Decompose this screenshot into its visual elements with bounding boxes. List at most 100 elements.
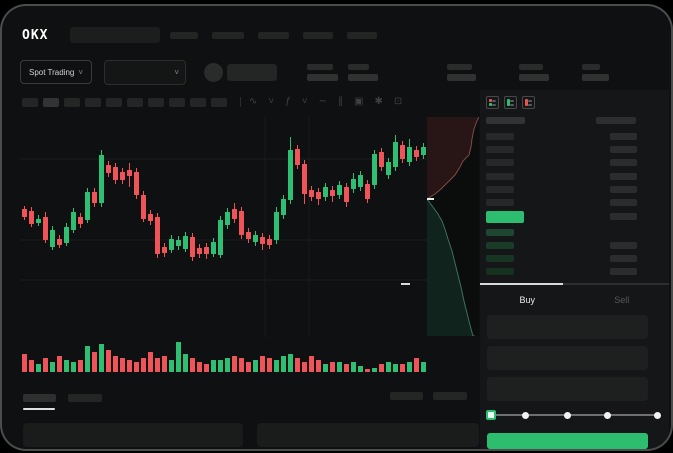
timeframe-button[interactable] [43, 97, 59, 107]
ob-header-price-placeholder [486, 117, 525, 124]
draw-tools-icon[interactable]: ∥ [338, 96, 344, 107]
candle [197, 248, 202, 254]
volume-bar [281, 356, 286, 372]
slider-stop[interactable] [563, 412, 571, 419]
timeframe-button[interactable] [211, 97, 227, 107]
book-sells-icon[interactable] [522, 96, 535, 109]
fullscreen-icon[interactable]: ⊡ [393, 96, 403, 107]
candle [190, 237, 195, 257]
tab-sell[interactable]: Sell [614, 295, 630, 305]
stat-value-placeholder [348, 73, 379, 81]
line-tool-icon[interactable]: ∼ [318, 96, 328, 107]
nav-item-placeholder[interactable] [258, 31, 289, 39]
candlestick-chart[interactable] [20, 117, 427, 337]
volume-bar [64, 360, 69, 372]
chart-toolbar: ∿ ˅ ƒ ˅ ∼ ∥ ▣ ✱ ⊡ [22, 94, 665, 110]
coin-avatar [204, 62, 224, 82]
volume-bar [141, 358, 146, 372]
candle [281, 199, 286, 215]
ask-amount-placeholder [610, 133, 637, 140]
bottom-action-placeholder[interactable] [433, 392, 467, 400]
timeframe-button[interactable] [148, 97, 164, 107]
candle [148, 214, 153, 221]
stat-label-placeholder [519, 63, 544, 70]
timeframe-button[interactable] [64, 97, 80, 107]
candle [274, 212, 279, 240]
order-book-panel: Buy Sell [480, 90, 669, 449]
candle [218, 220, 223, 255]
nav-item-placeholder[interactable] [303, 31, 333, 39]
bid-price-placeholder[interactable] [486, 229, 514, 236]
trade-input-placeholder[interactable] [487, 377, 648, 401]
volume-bar [134, 362, 139, 372]
bid-amount-placeholder [610, 268, 637, 275]
price-marker [401, 283, 410, 285]
slider-stop[interactable] [603, 412, 611, 419]
pair-selector[interactable]: ˅ [104, 59, 187, 85]
candle-style-icon[interactable]: ∿ [249, 96, 258, 107]
indicators-icon[interactable]: ƒ [285, 96, 291, 107]
app-window: OKX Spot Trading ˅ ˅ ∿ ˅ ƒ ˅ ∼ ∥ ▣ ✱ ⊡ Buy [0, 4, 673, 451]
bottom-tab[interactable] [23, 394, 56, 402]
bid-price-placeholder[interactable] [486, 255, 514, 262]
trade-input-placeholder[interactable] [487, 315, 648, 339]
book-combined-icon[interactable] [486, 96, 499, 109]
nav-item-placeholder[interactable] [347, 31, 377, 39]
volume-bar [148, 352, 153, 372]
volume-chart[interactable] [20, 341, 427, 372]
candle [57, 239, 62, 245]
ask-price-placeholder[interactable] [486, 133, 514, 140]
market-type-label: Spot Trading [29, 67, 75, 77]
last-price-bar[interactable] [486, 211, 524, 223]
green-bar [507, 99, 510, 106]
tab-buy[interactable]: Buy [519, 295, 535, 305]
candle [393, 142, 398, 167]
slider-handle[interactable] [486, 410, 496, 420]
bottom-action-placeholder[interactable] [390, 392, 423, 400]
bids-depth-area [427, 199, 475, 336]
timeframe-button[interactable] [106, 97, 122, 107]
ask-price-placeholder[interactable] [486, 173, 514, 180]
candle [183, 236, 188, 249]
bid-price-placeholder[interactable] [486, 268, 514, 275]
ob-header-amount-placeholder [596, 117, 636, 124]
bottom-panel [23, 423, 243, 447]
bids-depth-line [427, 198, 475, 336]
candle [386, 162, 391, 175]
candle [50, 230, 55, 247]
slider-stop[interactable] [521, 412, 529, 419]
candle [106, 165, 111, 173]
volume-bar [302, 362, 307, 372]
timeframe-button[interactable] [169, 97, 185, 107]
slider-stop[interactable] [653, 412, 661, 419]
row-dash [528, 104, 532, 106]
timeframe-button[interactable] [190, 97, 206, 107]
nav-item-placeholder[interactable] [212, 31, 244, 39]
ask-price-placeholder[interactable] [486, 199, 514, 206]
red-chip [489, 99, 492, 102]
timeframe-button[interactable] [127, 97, 143, 107]
volume-bar [78, 360, 83, 372]
book-buys-icon[interactable] [504, 96, 517, 109]
ask-price-placeholder[interactable] [486, 146, 514, 153]
volume-bar [106, 350, 111, 372]
timeframe-button[interactable] [85, 97, 101, 107]
candle [36, 219, 41, 223]
ask-price-placeholder[interactable] [486, 159, 514, 166]
chevron-down-icon[interactable]: ˅ [301, 96, 308, 107]
stat-group [519, 63, 550, 81]
chevron-down-icon[interactable]: ˅ [268, 96, 275, 107]
search-input[interactable] [70, 27, 160, 43]
settings-icon[interactable]: ✱ [374, 96, 383, 107]
bid-price-placeholder[interactable] [486, 242, 514, 249]
amount-slider-track[interactable] [491, 414, 657, 416]
nav-item-placeholder[interactable] [170, 31, 198, 39]
buy-submit-button[interactable] [487, 433, 648, 449]
bottom-tab[interactable] [68, 394, 102, 402]
candle [85, 192, 90, 220]
market-type-selector[interactable]: Spot Trading ˅ [20, 60, 93, 84]
trade-input-placeholder[interactable] [487, 346, 648, 370]
camera-icon[interactable]: ▣ [354, 96, 364, 107]
timeframe-button[interactable] [22, 97, 38, 107]
ask-price-placeholder[interactable] [486, 186, 514, 193]
